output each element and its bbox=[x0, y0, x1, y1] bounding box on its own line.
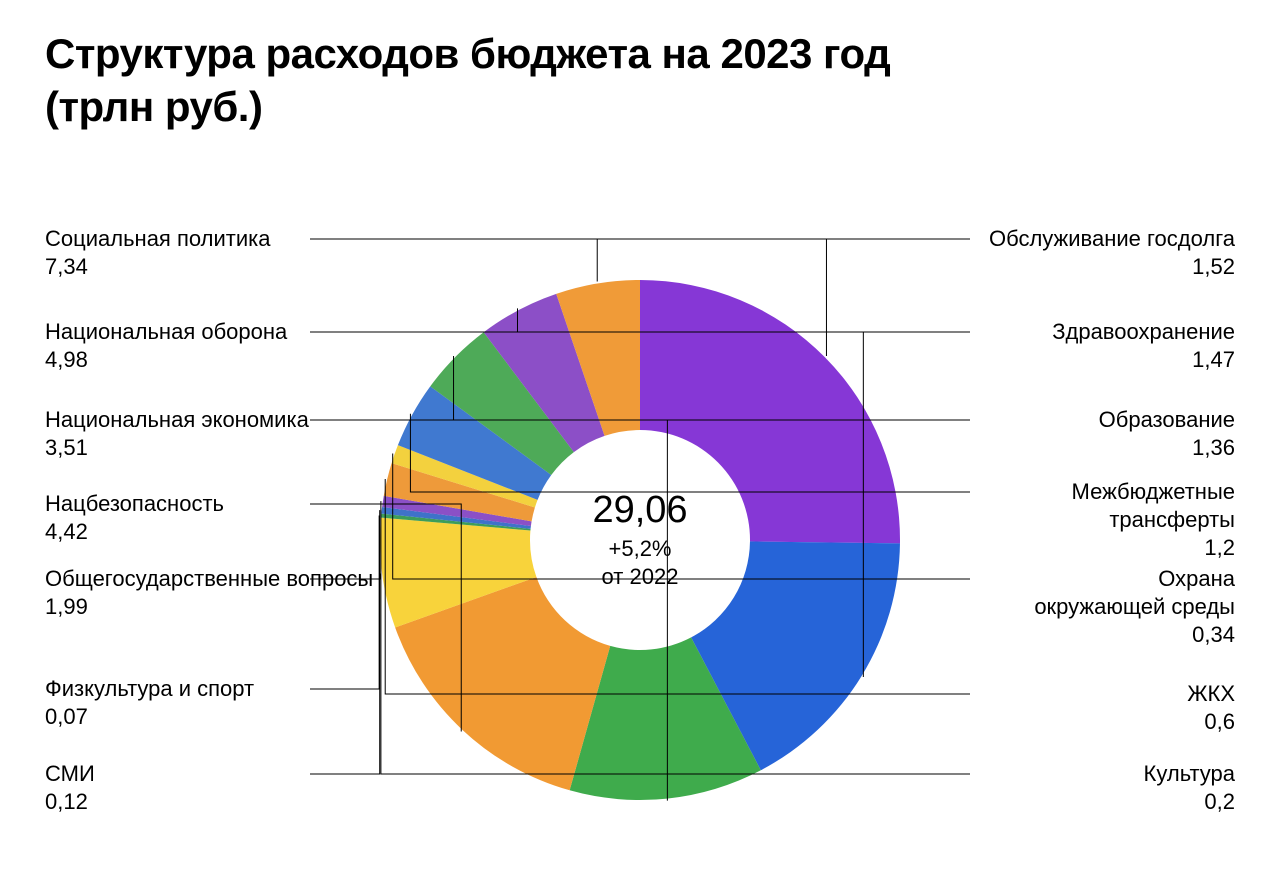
legend-label: Обслуживание госдолга bbox=[989, 226, 1235, 251]
leader-line bbox=[310, 510, 380, 774]
legend-label: Культура bbox=[1144, 761, 1235, 786]
legend-label: СМИ bbox=[45, 761, 95, 786]
legend-label: Межбюджетные bbox=[1072, 479, 1235, 504]
legend-label: Физкультура и спорт bbox=[45, 676, 254, 701]
legend-defense: Национальная оборона4,98 bbox=[45, 318, 287, 374]
center-total: 29,06 bbox=[592, 489, 687, 531]
legend-label: Национальная экономика bbox=[45, 407, 309, 432]
legend-value: 1,47 bbox=[1052, 346, 1235, 374]
legend-social: Социальная политика7,34 bbox=[45, 225, 270, 281]
legend-value: 1,36 bbox=[1099, 434, 1235, 462]
legend-sport: Физкультура и спорт0,07 bbox=[45, 675, 254, 731]
legend-value: 7,34 bbox=[45, 253, 270, 281]
leader-line bbox=[597, 239, 970, 282]
legend-value: 0,07 bbox=[45, 703, 254, 731]
legend-label: ЖКХ bbox=[1187, 681, 1235, 706]
legend-label: Охрана bbox=[1158, 566, 1235, 591]
legend-media: СМИ0,12 bbox=[45, 760, 95, 816]
legend-value: 4,42 bbox=[45, 518, 224, 546]
legend-value: 0,34 bbox=[1034, 621, 1235, 649]
legend-value: 1,2 bbox=[1072, 534, 1235, 562]
legend-value: 0,6 bbox=[1187, 708, 1235, 736]
legend-label: Здравоохранение bbox=[1052, 319, 1235, 344]
legend-value: 0,2 bbox=[1144, 788, 1235, 816]
legend-value: 1,52 bbox=[989, 253, 1235, 281]
legend-label: Общегосударственные вопросы bbox=[45, 566, 373, 591]
legend-value: 0,12 bbox=[45, 788, 95, 816]
legend-label: окружающей среды bbox=[1034, 594, 1235, 619]
legend-govissues: Общегосударственные вопросы1,99 bbox=[45, 565, 373, 621]
legend-culture: Культура0,2 bbox=[1144, 760, 1235, 816]
legend-label: трансферты bbox=[1109, 507, 1235, 532]
legend-transfers: Межбюджетные трансферты1,2 bbox=[1072, 478, 1235, 562]
legend-education: Образование1,36 bbox=[1099, 406, 1235, 462]
legend-label: Национальная оборона bbox=[45, 319, 287, 344]
legend-value: 1,99 bbox=[45, 593, 373, 621]
legend-value: 4,98 bbox=[45, 346, 287, 374]
legend-economy: Национальная экономика3,51 bbox=[45, 406, 309, 462]
center-change: +5,2% bbox=[609, 536, 672, 561]
legend-security: Нацбезопасность4,42 bbox=[45, 490, 224, 546]
legend-label: Нацбезопасность bbox=[45, 491, 224, 516]
legend-value: 3,51 bbox=[45, 434, 309, 462]
legend-housing: ЖКХ0,6 bbox=[1187, 680, 1235, 736]
legend-health: Здравоохранение1,47 bbox=[1052, 318, 1235, 374]
legend-debt: Обслуживание госдолга1,52 bbox=[989, 225, 1235, 281]
legend-environment: Охрана окружающей среды0,34 bbox=[1034, 565, 1235, 649]
legend-label: Образование bbox=[1099, 407, 1235, 432]
legend-label: Социальная политика bbox=[45, 226, 270, 251]
